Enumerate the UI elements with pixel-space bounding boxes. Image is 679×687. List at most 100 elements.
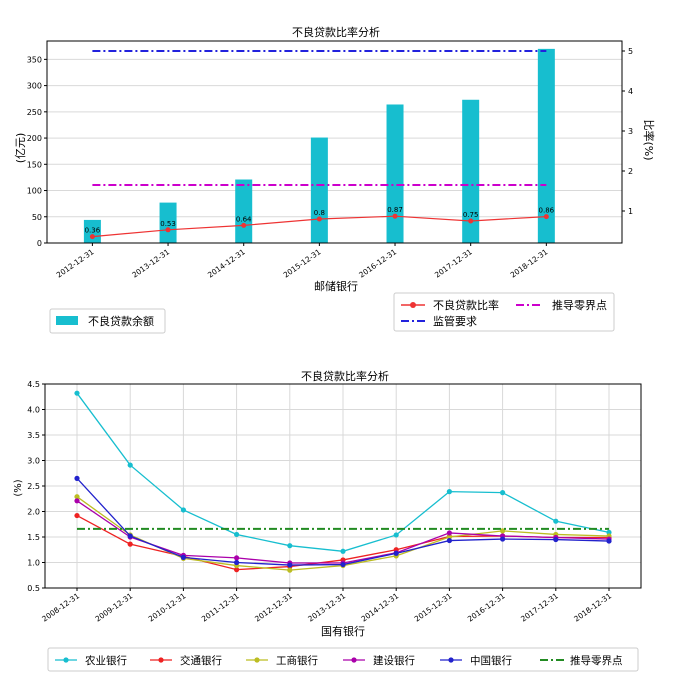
y-tick-label: 100 [27,187,42,196]
series-point [553,518,559,524]
series-point [127,541,133,547]
chart-2-axes: 0.5 1.0 1.5 2.0 2.5 3.0 3.5 4.0 4.5 2008-12-31 200… [27,380,642,624]
y-tick-label: 4.0 [27,406,40,415]
y2-tick-label: 5 [628,47,633,56]
bar [235,179,253,243]
series-point [74,498,80,504]
y-tick-label: 0.5 [27,584,40,593]
x-tick-label: 2018-12-31 [572,591,613,624]
series-point [234,555,240,561]
legend-label: 建设银行 [373,654,415,667]
x-tick-label: 2017-12-31 [519,591,560,624]
x-tick-label: 2016-12-31 [466,591,507,624]
x-tick-label: 2017-12-31 [433,247,474,280]
data-label: 0.86 [539,207,555,215]
chart-1-xlabel: 邮储银行 [314,279,358,293]
chart-2-xlabel: 国有银行 [321,624,365,638]
x-tick-label: 2013-12-31 [306,591,347,624]
legend-label: 交通银行 [180,654,222,667]
bar [83,219,101,243]
bar [159,202,177,243]
y-tick-label: 150 [27,160,42,169]
y-tick-label: 2.5 [27,482,40,491]
chart-1-title: 不良贷款比率分析 [292,25,380,39]
y2-tick-label: 4 [628,87,633,96]
plot-frame [46,40,623,244]
legend-label: 农业银行 [85,654,127,667]
data-label: 0.8 [314,209,325,217]
series-point [74,494,80,500]
chart-1-legend-right: 不良贷款比率 推导零界点 监管要求 [393,292,615,332]
data-label: 0.87 [387,206,403,214]
series-point [74,475,80,481]
x-tick-label: 2015-12-31 [282,247,323,280]
series-point [500,536,506,542]
y-tick-label: 1.0 [27,559,40,568]
series-point [340,561,346,568]
x-tick-label: 2012-12-31 [55,247,96,280]
data-label: 0.53 [160,220,176,228]
chart-1-grid [47,58,622,244]
series-point [180,554,186,561]
chart-1: 不良贷款比率分析 0.360.530.640.8 0.870.750.86 050… [14,25,656,334]
y-tick-label: 2.0 [27,508,40,517]
y-tick-label: 4.5 [27,380,40,389]
y2-tick-label: 1 [628,207,633,216]
series-point [287,567,293,573]
series-point [74,390,80,396]
series-point [446,530,452,536]
chart-2-legend: 农业银行 交通银行 工商银行 建设银行 中国银行 推导零界点 [47,647,639,672]
legend-swatch-balance [56,316,78,325]
y-tick-label: 3.0 [27,457,40,466]
series-point [234,531,240,538]
legend-label-ratio: 不良贷款比率 [433,298,499,312]
x-tick-label: 2013-12-31 [130,247,171,280]
series-point [446,534,452,540]
ratio-point [316,216,322,222]
data-label: 0.75 [463,211,479,219]
series-point [127,462,133,468]
bar [462,99,480,243]
y2-tick-label: 3 [628,127,633,136]
series-point [74,512,80,519]
y-tick-label: 0 [37,239,42,248]
y2-tick-label: 2 [628,167,633,176]
y-tick-label: 50 [32,213,42,222]
ratio-point [241,222,247,228]
series-point [127,533,133,539]
bar [310,137,328,243]
data-label: 0.36 [85,227,101,235]
y-tick-label: 300 [27,82,42,91]
series-point [393,550,399,556]
ratio-point [543,214,549,220]
x-tick-label: 2008-12-31 [40,591,81,624]
x-tick-label: 2016-12-31 [357,247,398,280]
series-point [446,537,452,544]
chart-1-reference-lines [92,50,547,186]
bar [386,104,404,243]
legend-label: 工商银行 [276,654,318,667]
series-point [553,536,559,543]
chart-1-ylabel: (亿元) [14,133,27,164]
chart-2: 不良贷款比率分析 0.5 1.0 1.5 2.0 2.5 3.0 3.5 4.0 4.5 2008… [13,369,642,672]
ratio-point [392,213,398,219]
series-point [287,543,293,549]
y-tick-label: 200 [27,134,42,143]
chart-1-ratio-line: 0.36 0.53 0.64 0.8 0.87 0.75 0.86 [85,206,555,240]
legend-label-regulatory: 监管要求 [433,314,477,328]
y-tick-label: 3.5 [27,431,40,440]
y-tick-label: 250 [27,108,42,117]
legend-label: 中国银行 [470,654,512,667]
series-point [234,567,240,573]
y-tick-label: 1.5 [27,533,40,542]
x-tick-label: 2014-12-31 [206,247,247,280]
series-point [180,507,186,513]
series-point [393,532,399,538]
series-point [234,559,240,566]
legend-label-balance: 不良贷款余额 [88,314,154,328]
ratio-point [468,218,474,224]
legend-marker [351,657,357,663]
x-tick-label: 2014-12-31 [359,591,400,624]
chart-2-series [74,390,612,573]
